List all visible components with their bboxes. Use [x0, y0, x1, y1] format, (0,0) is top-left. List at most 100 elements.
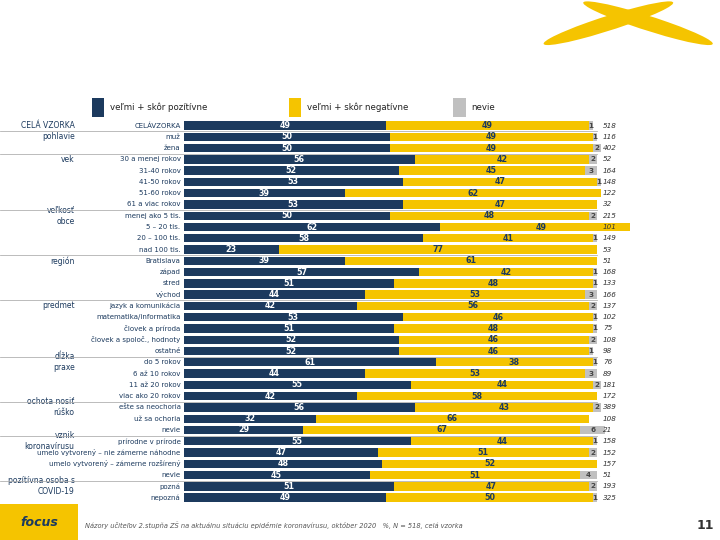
Bar — [184, 256, 345, 265]
Bar — [316, 415, 589, 423]
Text: 53: 53 — [469, 290, 480, 299]
Bar — [395, 482, 589, 490]
Bar — [345, 256, 597, 265]
Text: 77: 77 — [432, 245, 444, 254]
Bar — [184, 369, 366, 378]
Bar — [589, 448, 597, 457]
Text: 43: 43 — [498, 403, 510, 412]
Text: 51: 51 — [284, 324, 294, 333]
Text: Bratislava: Bratislava — [145, 258, 181, 264]
Bar — [593, 313, 597, 321]
Text: 67: 67 — [436, 426, 447, 435]
Bar — [386, 494, 593, 502]
Text: 164: 164 — [603, 167, 617, 174]
Text: stred: stred — [163, 280, 181, 286]
Text: dĺžka
praxe: dĺžka praxe — [53, 352, 75, 373]
Bar — [366, 291, 585, 299]
Text: 101: 101 — [603, 224, 617, 230]
Text: 52: 52 — [286, 166, 297, 175]
Text: 45: 45 — [486, 166, 497, 175]
Text: 2: 2 — [590, 337, 595, 343]
Bar — [357, 302, 589, 310]
Text: 32: 32 — [244, 414, 256, 423]
Text: pohlavie: pohlavie — [42, 132, 75, 141]
Bar — [184, 122, 386, 130]
Bar — [589, 302, 597, 310]
Bar — [184, 403, 415, 411]
Text: človek a príroda: človek a príroda — [125, 325, 181, 332]
Bar — [184, 335, 399, 344]
Bar — [184, 415, 316, 423]
Text: 55: 55 — [292, 380, 303, 389]
Text: 48: 48 — [277, 460, 289, 468]
Text: 122: 122 — [603, 190, 617, 196]
Text: nevie: nevie — [161, 427, 181, 433]
Bar — [184, 279, 395, 288]
Text: nepozná: nepozná — [150, 495, 181, 501]
Text: vznik
koronavírusu: vznik koronavírusu — [24, 431, 75, 451]
Text: viac ako 20 rokov: viac ako 20 rokov — [119, 393, 181, 399]
Text: 518: 518 — [603, 123, 617, 129]
Text: 47: 47 — [275, 448, 287, 457]
Text: 53: 53 — [287, 200, 299, 209]
Text: 1: 1 — [593, 134, 598, 140]
Text: 48: 48 — [488, 324, 499, 333]
Text: 193: 193 — [603, 483, 617, 489]
Bar — [580, 426, 606, 434]
Bar — [415, 155, 589, 164]
Bar — [289, 98, 302, 117]
Text: 29: 29 — [238, 426, 249, 435]
Text: 61: 61 — [465, 256, 477, 265]
Text: 75: 75 — [603, 326, 613, 332]
Bar — [593, 133, 597, 141]
Text: 1: 1 — [588, 348, 593, 354]
Bar — [357, 392, 597, 400]
Text: 3: 3 — [588, 167, 593, 174]
Bar — [184, 155, 415, 164]
Text: 148: 148 — [603, 179, 617, 185]
Bar — [585, 369, 597, 378]
Text: 89: 89 — [603, 370, 613, 376]
Text: 50: 50 — [484, 493, 495, 502]
Text: 389: 389 — [603, 404, 617, 410]
Text: ostatné: ostatné — [154, 348, 181, 354]
Bar — [184, 200, 402, 208]
Bar — [436, 358, 593, 367]
Text: 45: 45 — [271, 470, 282, 480]
Text: 49: 49 — [482, 121, 493, 130]
Text: človek a spoloč., hodnoty: človek a spoloč., hodnoty — [91, 336, 181, 343]
Text: 44: 44 — [269, 369, 280, 378]
Text: 76: 76 — [603, 359, 613, 366]
Text: 52: 52 — [286, 335, 297, 345]
Text: 21: 21 — [603, 427, 613, 433]
Text: 41-50 rokov: 41-50 rokov — [139, 179, 181, 185]
Bar — [378, 448, 589, 457]
Text: 48: 48 — [488, 279, 499, 288]
Text: 39: 39 — [258, 188, 270, 198]
Text: 50: 50 — [282, 132, 292, 141]
Bar — [184, 482, 395, 490]
Bar — [589, 212, 597, 220]
Text: 1: 1 — [593, 326, 598, 332]
Text: 2: 2 — [595, 145, 600, 151]
Text: veľmi + skôr negatívne: veľmi + skôr negatívne — [307, 103, 408, 112]
Text: 44: 44 — [496, 437, 508, 445]
Text: 42: 42 — [500, 268, 512, 276]
Bar — [184, 358, 436, 367]
Bar — [184, 166, 399, 175]
Text: 116: 116 — [603, 134, 617, 140]
Text: 158: 158 — [603, 438, 617, 444]
Bar — [589, 347, 593, 355]
Bar — [589, 482, 597, 490]
Text: 108: 108 — [603, 337, 617, 343]
Text: 157: 157 — [603, 461, 617, 467]
Text: západ: západ — [160, 269, 181, 275]
Text: 53: 53 — [603, 247, 613, 253]
Text: východ: východ — [156, 291, 181, 298]
Text: 46: 46 — [488, 335, 499, 345]
Text: jazyk a komunikácia: jazyk a komunikácia — [109, 303, 181, 309]
Text: 44: 44 — [496, 380, 508, 389]
Text: 52: 52 — [484, 460, 495, 468]
Text: 2: 2 — [595, 404, 600, 410]
Bar — [589, 155, 597, 164]
